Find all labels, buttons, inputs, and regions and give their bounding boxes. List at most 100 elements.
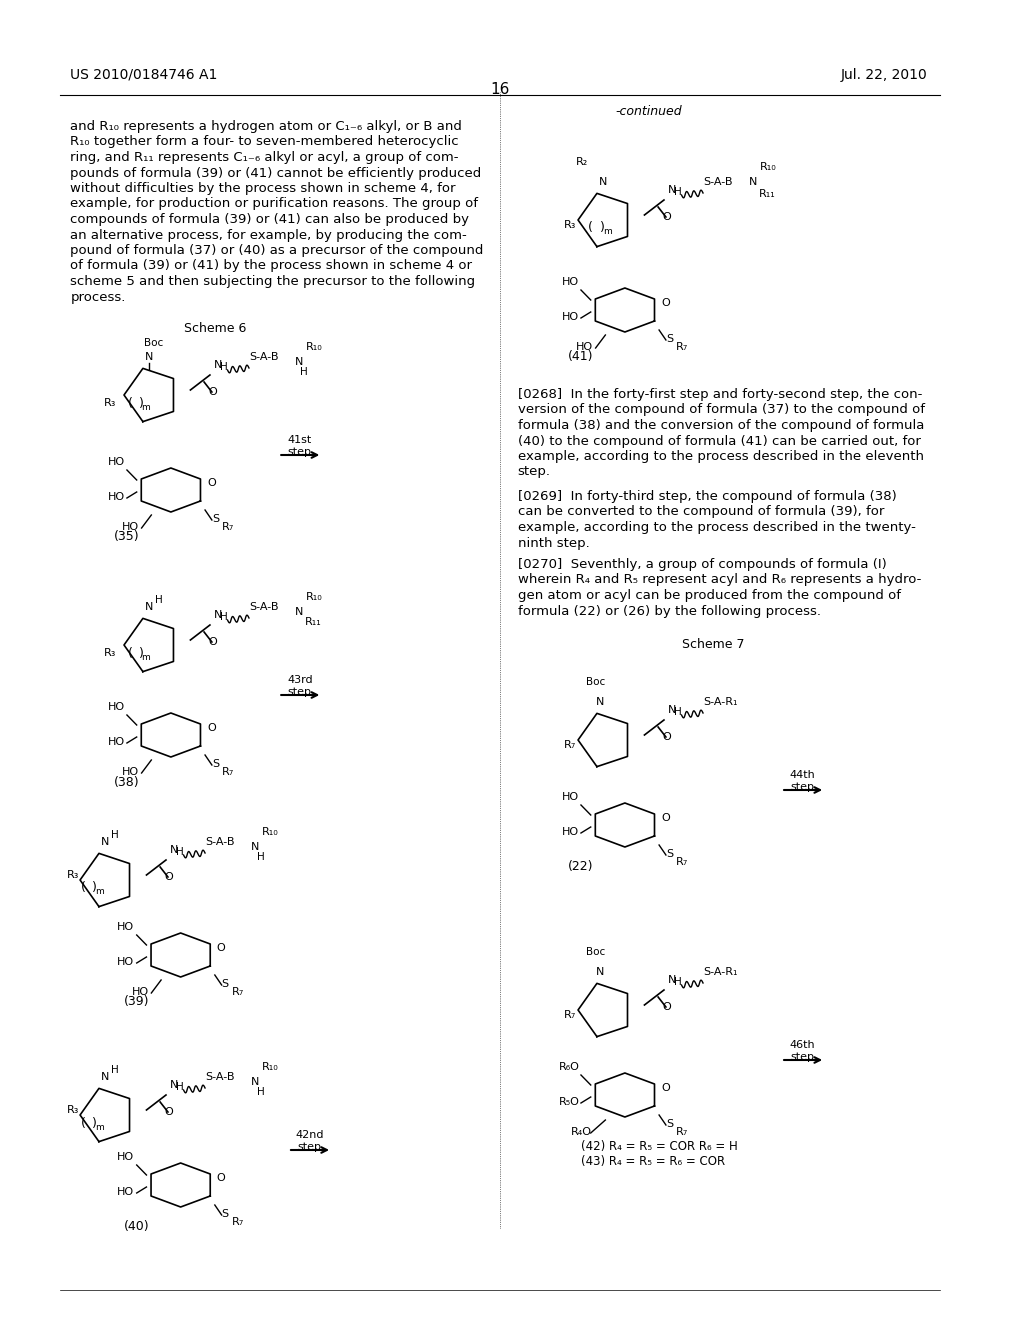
Text: S-A-R₁: S-A-R₁: [703, 968, 737, 977]
Text: (39): (39): [124, 995, 150, 1008]
Text: R₃: R₃: [564, 220, 577, 230]
Text: (41): (41): [568, 350, 594, 363]
Text: HO: HO: [108, 737, 125, 747]
Text: step: step: [298, 1142, 322, 1152]
Text: [0270]  Seventhly, a group of compounds of formula (I): [0270] Seventhly, a group of compounds o…: [517, 558, 886, 572]
Text: HO: HO: [117, 921, 134, 932]
Text: N: N: [295, 356, 303, 367]
Text: pounds of formula (39) or (41) cannot be efficiently produced: pounds of formula (39) or (41) cannot be…: [71, 166, 481, 180]
Text: R₂: R₂: [577, 157, 589, 168]
Text: 43rd: 43rd: [287, 675, 312, 685]
Text: R₄O: R₄O: [571, 1127, 592, 1137]
Text: N: N: [214, 610, 222, 620]
Text: S: S: [212, 759, 219, 770]
Text: N: N: [596, 968, 605, 977]
Text: H: H: [674, 977, 682, 987]
Text: scheme 5 and then subjecting the precursor to the following: scheme 5 and then subjecting the precurs…: [71, 275, 475, 288]
Text: S: S: [666, 1119, 673, 1129]
Text: H: H: [220, 612, 227, 622]
Text: example, for production or purification reasons. The group of: example, for production or purification …: [71, 198, 478, 210]
Text: Boc: Boc: [586, 946, 605, 957]
Text: H: H: [674, 708, 682, 717]
Text: HO: HO: [117, 1187, 134, 1197]
Text: (43) R₄ = R₅ = R₆ = COR: (43) R₄ = R₅ = R₆ = COR: [581, 1155, 725, 1168]
Text: m: m: [95, 887, 104, 896]
Text: O: O: [662, 1002, 671, 1012]
Text: ): ): [600, 222, 605, 235]
Text: N: N: [101, 837, 110, 847]
Text: compounds of formula (39) or (41) can also be produced by: compounds of formula (39) or (41) can al…: [71, 213, 469, 226]
Text: step: step: [288, 447, 311, 457]
Text: 41st: 41st: [288, 436, 312, 445]
Text: R₇: R₇: [564, 1010, 577, 1020]
Text: H: H: [112, 1065, 119, 1074]
Text: [0268]  In the forty-first step and forty-second step, the con-: [0268] In the forty-first step and forty…: [517, 388, 922, 401]
Text: O: O: [662, 733, 671, 742]
Text: N: N: [251, 842, 259, 851]
Text: (: (: [81, 882, 85, 895]
Text: S: S: [221, 1209, 228, 1218]
Text: O: O: [662, 813, 670, 822]
Text: m: m: [141, 652, 150, 661]
Text: HO: HO: [132, 987, 148, 997]
Text: Scheme 6: Scheme 6: [183, 322, 246, 335]
Text: m: m: [141, 403, 150, 412]
Text: H: H: [112, 830, 119, 840]
Text: (: (: [127, 396, 132, 409]
Text: example, according to the process described in the twenty-: example, according to the process descri…: [517, 521, 915, 535]
Text: HO: HO: [108, 457, 125, 467]
Text: N: N: [599, 177, 607, 187]
Text: R₁₁: R₁₁: [759, 189, 775, 199]
Text: H: H: [156, 595, 163, 605]
Text: step.: step.: [517, 466, 551, 479]
Text: R₇: R₇: [231, 1217, 244, 1228]
Text: N: N: [668, 185, 676, 195]
Text: R₁₀: R₁₀: [305, 342, 323, 352]
Text: R₁₀: R₁₀: [262, 828, 279, 837]
Text: HO: HO: [108, 702, 125, 711]
Text: R₇: R₇: [676, 857, 688, 867]
Text: ): ): [92, 882, 97, 895]
Text: H: H: [300, 367, 307, 378]
Text: HO: HO: [561, 277, 579, 286]
Text: ): ): [139, 396, 144, 409]
Text: S-A-B: S-A-B: [249, 602, 279, 612]
Text: S: S: [666, 334, 673, 345]
Text: 42nd: 42nd: [295, 1130, 324, 1140]
Text: step: step: [791, 781, 815, 792]
Text: Jul. 22, 2010: Jul. 22, 2010: [841, 69, 928, 82]
Text: O: O: [207, 478, 216, 488]
Text: S-A-B: S-A-B: [703, 177, 732, 187]
Text: (40): (40): [124, 1220, 150, 1233]
Text: N: N: [145, 352, 154, 362]
Text: O: O: [662, 213, 671, 222]
Text: R₁₁: R₁₁: [305, 616, 322, 627]
Text: R₇: R₇: [221, 767, 233, 777]
Text: gen atom or acyl can be produced from the compound of: gen atom or acyl can be produced from th…: [517, 589, 900, 602]
Text: H: H: [674, 187, 682, 197]
Text: and R₁₀ represents a hydrogen atom or C₁₋₆ alkyl, or B and: and R₁₀ represents a hydrogen atom or C₁…: [71, 120, 462, 133]
Text: pound of formula (37) or (40) as a precursor of the compound: pound of formula (37) or (40) as a precu…: [71, 244, 483, 257]
Text: step: step: [288, 686, 311, 697]
Text: R₁₀ together form a four- to seven-membered heterocyclic: R₁₀ together form a four- to seven-membe…: [71, 136, 459, 149]
Text: R₇: R₇: [221, 521, 233, 532]
Text: H: H: [257, 851, 264, 862]
Text: US 2010/0184746 A1: US 2010/0184746 A1: [71, 69, 218, 82]
Text: ring, and R₁₁ represents C₁₋₆ alkyl or acyl, a group of com-: ring, and R₁₁ represents C₁₋₆ alkyl or a…: [71, 150, 459, 164]
Text: S-A-B: S-A-B: [205, 837, 234, 847]
Text: R₇: R₇: [676, 342, 688, 352]
Text: O: O: [208, 387, 217, 397]
Text: process.: process.: [71, 290, 126, 304]
Text: H: H: [257, 1086, 264, 1097]
Text: R₇: R₇: [564, 741, 577, 750]
Text: (: (: [589, 222, 593, 235]
Text: R₆O: R₆O: [558, 1063, 580, 1072]
Text: ninth step.: ninth step.: [517, 536, 589, 549]
Text: S: S: [666, 849, 673, 859]
Text: R₁₀: R₁₀: [760, 162, 776, 172]
Text: R₇: R₇: [676, 1127, 688, 1137]
Text: (: (: [127, 647, 132, 660]
Text: HO: HO: [561, 828, 579, 837]
Text: formula (38) and the conversion of the compound of formula: formula (38) and the conversion of the c…: [517, 418, 924, 432]
Text: Scheme 7: Scheme 7: [682, 638, 744, 651]
